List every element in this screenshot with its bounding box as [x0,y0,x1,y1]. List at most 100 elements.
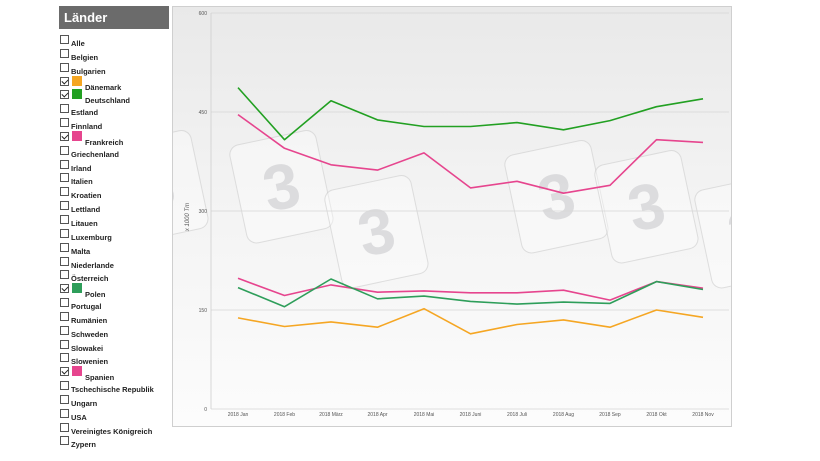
country-label: Portugal [71,302,102,312]
x-tick-label: 2018 März [319,412,343,418]
country-label: Finnland [71,122,103,132]
country-checkbox[interactable] [60,422,69,432]
country-item[interactable]: Ungarn [59,394,169,408]
country-checkbox[interactable] [60,187,69,197]
country-checkbox[interactable] [60,339,69,349]
series-color-swatch [72,130,82,141]
country-item[interactable]: Litauen [59,214,169,228]
country-item[interactable]: Dänemark [59,75,169,92]
country-item[interactable]: Spanien [59,366,169,382]
country-checkbox[interactable] [60,325,69,335]
country-item[interactable]: Tschechische Republik [59,380,169,394]
country-label: Österreich [71,274,109,284]
series-line-dänemark [237,307,704,335]
country-checkbox[interactable] [60,353,69,363]
country-item[interactable]: Alle [59,34,169,48]
x-tick-label: 2018 Mai [414,412,435,418]
country-label: Schweden [71,329,109,339]
country-label: Litauen [71,218,98,228]
series-color-swatch [72,283,82,294]
country-checkbox[interactable] [60,381,69,391]
country-item[interactable]: Vereinigtes Königreich [59,422,169,436]
x-tick-label: 2018 Aug [553,412,574,418]
country-checkbox[interactable] [60,48,69,58]
country-checkbox[interactable] [60,159,69,169]
country-checkbox[interactable] [60,298,69,308]
country-item[interactable]: Österreich [59,269,169,283]
country-checkbox[interactable] [60,284,69,294]
series-color-swatch [72,75,82,86]
country-item[interactable]: USA [59,408,169,422]
country-item[interactable]: Slowenien [59,352,169,366]
country-label: USA [71,412,87,422]
country-label: Zypern [71,440,97,450]
country-checkbox[interactable] [60,394,69,404]
country-checkbox[interactable] [60,35,69,44]
country-item[interactable]: Niederlande [59,256,169,270]
country-filter-panel: Länder Alle Belgien Bulgarien Dänemark Deuts… [59,6,169,449]
country-checkbox[interactable] [60,104,69,114]
country-label: Alle [71,39,85,48]
country-label: Rumänien [71,315,108,325]
y-tick-label: 0 [204,407,207,413]
country-item[interactable]: Lettland [59,200,169,214]
country-item[interactable]: Frankreich [59,130,169,147]
country-label: Deutschland [85,96,131,106]
country-item[interactable]: Kroatien [59,186,169,200]
country-item[interactable]: Irland [59,159,169,173]
country-item[interactable]: Polen [59,283,169,299]
country-checkbox[interactable] [60,367,69,377]
country-item[interactable]: Deutschland [59,89,169,105]
country-item[interactable]: Portugal [59,297,169,311]
country-checkbox[interactable] [60,118,69,128]
watermark-tile: 3 [694,175,731,289]
country-label: Italien [71,177,93,187]
country-checkbox[interactable] [60,145,69,155]
country-checkbox[interactable] [60,270,69,280]
country-item[interactable]: Italien [59,172,169,186]
country-checkbox[interactable] [60,62,69,72]
watermark-layer: 333333 [173,130,731,289]
country-checkbox[interactable] [60,436,69,446]
country-label: Niederlande [71,260,114,270]
country-item[interactable]: Rumänien [59,311,169,325]
x-tick-label: 2018 Nov [692,412,714,418]
country-checkbox[interactable] [60,311,69,321]
country-label: Bulgarien [71,66,106,76]
country-item[interactable]: Griechenland [59,145,169,159]
country-checkbox[interactable] [60,408,69,418]
country-item[interactable]: Luxemburg [59,228,169,242]
country-item[interactable]: Slowakei [59,339,169,353]
country-checkbox[interactable] [60,242,69,252]
country-checkbox[interactable] [60,131,69,141]
panel-title: Länder [59,6,169,29]
country-checkbox[interactable] [60,76,69,86]
country-label: Slowenien [71,357,109,367]
country-label: Kroatien [71,191,102,201]
country-checkbox[interactable] [60,201,69,211]
x-tick-label: 2018 Feb [274,412,295,418]
country-checkbox[interactable] [60,256,69,266]
country-checkbox[interactable] [60,90,69,100]
country-label: Vereinigtes Königreich [71,426,153,436]
grid-lines [210,12,729,410]
country-item[interactable]: Estland [59,103,169,117]
country-item[interactable]: Zypern [59,435,169,449]
country-label: Irland [71,163,92,173]
country-item[interactable]: Malta [59,242,169,256]
country-checkbox[interactable] [60,228,69,238]
series-line-polen [237,278,704,308]
y-axis-ticks: 0 150 300 450 600 [199,11,208,413]
country-label: Lettland [71,205,101,215]
country-checkbox[interactable] [60,173,69,183]
country-checkbox[interactable] [60,214,69,224]
country-item[interactable]: Belgien [59,48,169,62]
country-item[interactable]: Bulgarien [59,62,169,76]
country-item[interactable]: Finnland [59,117,169,131]
country-label: Ungarn [71,398,98,408]
country-item[interactable]: Schweden [59,325,169,339]
y-tick-label: 450 [199,110,208,116]
series-line-frankreich [237,113,704,194]
